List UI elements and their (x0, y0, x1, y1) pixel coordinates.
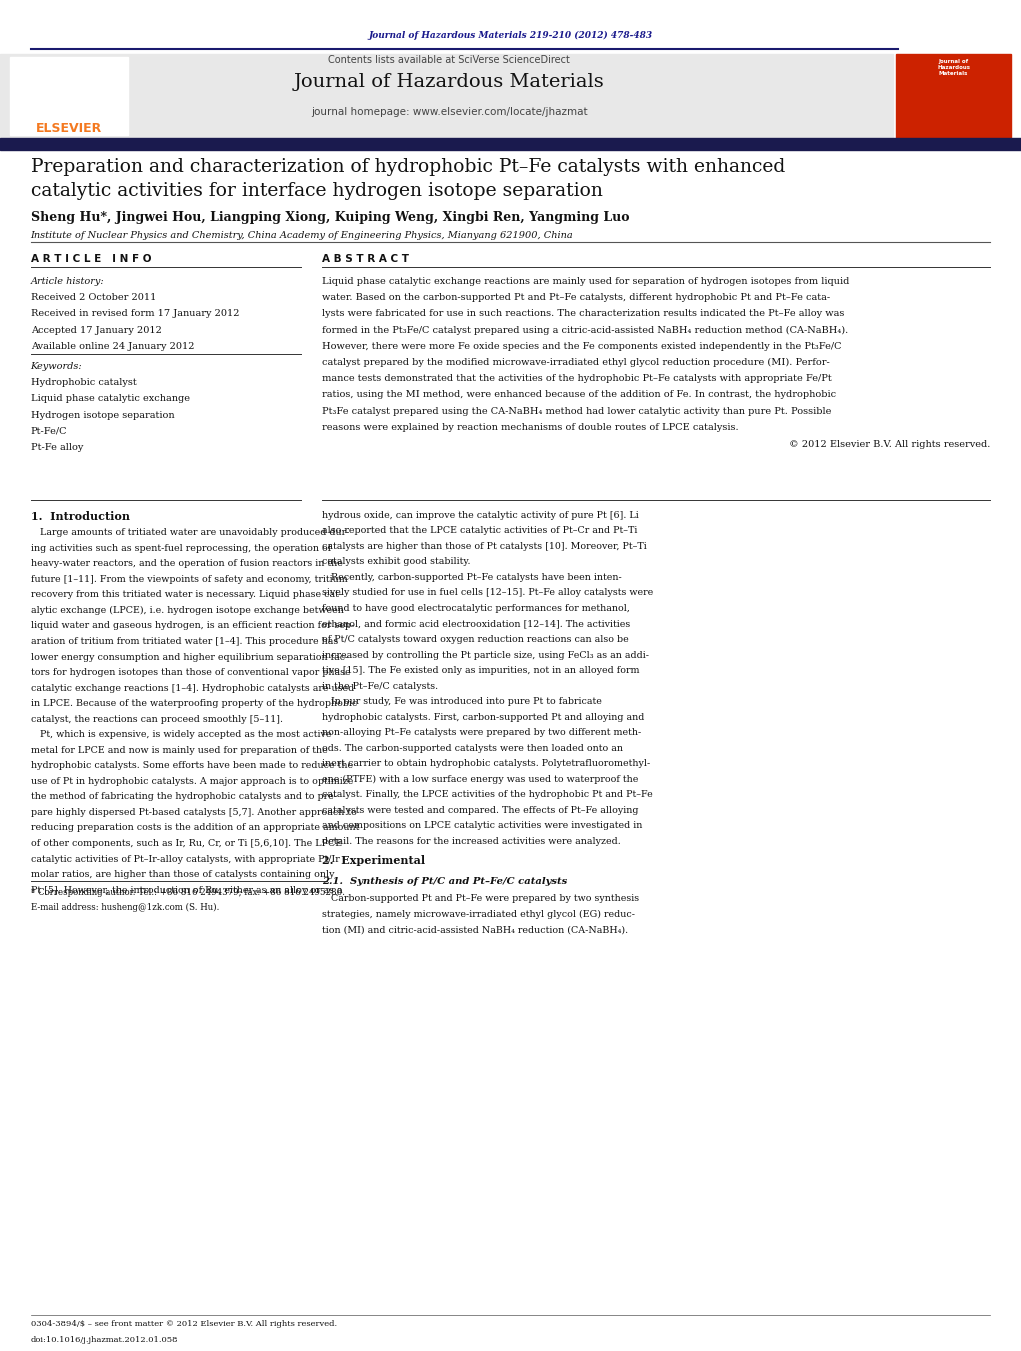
Text: * Corresponding author. Tel.: +86 816 2494379; fax: +86 816 2495280.: * Corresponding author. Tel.: +86 816 24… (31, 888, 345, 897)
Bar (0, 138, 1021, 150)
Text: metal for LPCE and now is mainly used for preparation of the: metal for LPCE and now is mainly used fo… (31, 746, 328, 755)
Text: catalysts exhibit good stability.: catalysts exhibit good stability. (322, 557, 470, 566)
Text: Article history:: Article history: (31, 277, 104, 286)
Text: Received in revised form 17 January 2012: Received in revised form 17 January 2012 (31, 309, 239, 319)
Text: Pt₃Fe catalyst prepared using the CA-NaBH₄ method had lower catalytic activity t: Pt₃Fe catalyst prepared using the CA-NaB… (322, 407, 831, 416)
Text: strategies, namely microwave-irradiated ethyl glycol (EG) reduc-: strategies, namely microwave-irradiated … (322, 909, 635, 919)
Text: Pt-Fe/C: Pt-Fe/C (31, 427, 67, 436)
Text: aration of tritium from tritiated water [1–4]. This procedure has: aration of tritium from tritiated water … (31, 636, 338, 646)
Text: Sheng Hu*, Jingwei Hou, Liangping Xiong, Kuiping Weng, Xingbi Ren, Yangming Luo: Sheng Hu*, Jingwei Hou, Liangping Xiong,… (31, 211, 629, 224)
Text: tors for hydrogen isotopes than those of conventional vapor phase: tors for hydrogen isotopes than those of… (31, 667, 350, 677)
Text: Hydrophobic catalyst: Hydrophobic catalyst (31, 378, 137, 388)
Text: sively studied for use in fuel cells [12–15]. Pt–Fe alloy catalysts were: sively studied for use in fuel cells [12… (322, 588, 652, 597)
Text: Received 2 October 2011: Received 2 October 2011 (31, 293, 156, 303)
Text: 1.  Introduction: 1. Introduction (31, 511, 130, 521)
Text: inert carrier to obtain hydrophobic catalysts. Polytetrafluoromethyl-: inert carrier to obtain hydrophobic cata… (322, 759, 649, 769)
Text: E-mail address: husheng@1zk.com (S. Hu).: E-mail address: husheng@1zk.com (S. Hu). (31, 902, 220, 912)
Text: found to have good electrocatalytic performances for methanol,: found to have good electrocatalytic perf… (322, 604, 630, 613)
Text: future [1–11]. From the viewpoints of safety and economy, tritium: future [1–11]. From the viewpoints of sa… (31, 574, 347, 584)
Text: lysts were fabricated for use in such reactions. The characterization results in: lysts were fabricated for use in such re… (322, 309, 844, 319)
Text: catalysts are higher than those of Pt catalysts [10]. Moreover, Pt–Ti: catalysts are higher than those of Pt ca… (322, 542, 646, 551)
Text: However, there were more Fe oxide species and the Fe components existed independ: However, there were more Fe oxide specie… (322, 342, 841, 351)
Text: Pt [5]. However, the introduction of Ru, either as an alloy or as a: Pt [5]. However, the introduction of Ru,… (31, 885, 342, 894)
Text: catalytic exchange reactions [1–4]. Hydrophobic catalysts are used: catalytic exchange reactions [1–4]. Hydr… (31, 684, 354, 693)
Text: use of Pt in hydrophobic catalysts. A major approach is to optimize: use of Pt in hydrophobic catalysts. A ma… (31, 777, 353, 786)
Text: lower energy consumption and higher equilibrium separation fac-: lower energy consumption and higher equi… (31, 653, 348, 662)
Text: Journal of Hazardous Materials 219-210 (2012) 478-483: Journal of Hazardous Materials 219-210 (… (369, 31, 652, 41)
Text: ethanol, and formic acid electrooxidation [12–14]. The activities: ethanol, and formic acid electrooxidatio… (322, 619, 630, 628)
Text: ratios, using the MI method, were enhanced because of the addition of Fe. In con: ratios, using the MI method, were enhanc… (322, 390, 836, 400)
Text: Pt, which is expensive, is widely accepted as the most active: Pt, which is expensive, is widely accept… (31, 730, 331, 739)
Text: catalysts were tested and compared. The effects of Pt–Fe alloying: catalysts were tested and compared. The … (322, 805, 638, 815)
Text: tion (MI) and citric-acid-assisted NaBH₄ reduction (CA-NaBH₄).: tion (MI) and citric-acid-assisted NaBH₄… (322, 925, 628, 935)
Text: Contents lists available at SciVerse ScienceDirect: Contents lists available at SciVerse Sci… (329, 55, 570, 65)
Bar (10, 57, 128, 135)
Text: Preparation and characterization of hydrophobic Pt–Fe catalysts with enhanced: Preparation and characterization of hydr… (31, 158, 785, 176)
Text: heavy-water reactors, and the operation of fusion reactors in the: heavy-water reactors, and the operation … (31, 559, 342, 569)
Text: Available online 24 January 2012: Available online 24 January 2012 (31, 342, 194, 351)
Text: Recently, carbon-supported Pt–Fe catalysts have been inten-: Recently, carbon-supported Pt–Fe catalys… (322, 573, 622, 582)
Text: tive [15]. The Fe existed only as impurities, not in an alloyed form: tive [15]. The Fe existed only as impuri… (322, 666, 639, 676)
Text: of other components, such as Ir, Ru, Cr, or Ti [5,6,10]. The LPCE: of other components, such as Ir, Ru, Cr,… (31, 839, 342, 848)
Text: doi:10.1016/j.jhazmat.2012.01.058: doi:10.1016/j.jhazmat.2012.01.058 (31, 1336, 178, 1344)
Text: ELSEVIER: ELSEVIER (37, 122, 102, 135)
Text: and compositions on LPCE catalytic activities were investigated in: and compositions on LPCE catalytic activ… (322, 821, 642, 831)
Text: formed in the Pt₃Fe/C catalyst prepared using a citric-acid-assisted NaBH₄ reduc: formed in the Pt₃Fe/C catalyst prepared … (322, 326, 847, 335)
Bar (0, 54, 893, 139)
Text: A R T I C L E   I N F O: A R T I C L E I N F O (31, 254, 151, 263)
Text: ing activities such as spent-fuel reprocessing, the operation of: ing activities such as spent-fuel reproc… (31, 543, 331, 553)
Text: Pt-Fe alloy: Pt-Fe alloy (31, 443, 83, 453)
Text: Journal of
Hazardous
Materials: Journal of Hazardous Materials (937, 59, 970, 76)
Text: also reported that the LPCE catalytic activities of Pt–Cr and Pt–Ti: also reported that the LPCE catalytic ac… (322, 526, 637, 535)
Text: Liquid phase catalytic exchange: Liquid phase catalytic exchange (31, 394, 190, 404)
Text: molar ratios, are higher than those of catalysts containing only: molar ratios, are higher than those of c… (31, 870, 334, 880)
Text: of Pt/C catalysts toward oxygen reduction reactions can also be: of Pt/C catalysts toward oxygen reductio… (322, 635, 628, 644)
Text: reducing preparation costs is the addition of an appropriate amount: reducing preparation costs is the additi… (31, 823, 359, 832)
Text: Large amounts of tritiated water are unavoidably produced dur-: Large amounts of tritiated water are una… (31, 528, 349, 538)
Text: increased by controlling the Pt particle size, using FeCl₃ as an addi-: increased by controlling the Pt particle… (322, 650, 648, 659)
Text: mance tests demonstrated that the activities of the hydrophobic Pt–Fe catalysts : mance tests demonstrated that the activi… (322, 374, 831, 384)
Text: catalytic activities for interface hydrogen isotope separation: catalytic activities for interface hydro… (31, 182, 602, 200)
Text: water. Based on the carbon-supported Pt and Pt–Fe catalysts, different hydrophob: water. Based on the carbon-supported Pt … (322, 293, 830, 303)
Text: 0304-3894/$ – see front matter © 2012 Elsevier B.V. All rights reserved.: 0304-3894/$ – see front matter © 2012 El… (31, 1320, 337, 1328)
Text: catalyst. Finally, the LPCE activities of the hydrophobic Pt and Pt–Fe: catalyst. Finally, the LPCE activities o… (322, 790, 652, 800)
Text: pare highly dispersed Pt-based catalysts [5,7]. Another approach to: pare highly dispersed Pt-based catalysts… (31, 808, 356, 817)
Text: hydrophobic catalysts. First, carbon-supported Pt and alloying and: hydrophobic catalysts. First, carbon-sup… (322, 712, 644, 721)
Text: In our study, Fe was introduced into pure Pt to fabricate: In our study, Fe was introduced into pur… (322, 697, 601, 707)
Text: Liquid phase catalytic exchange reactions are mainly used for separation of hydr: Liquid phase catalytic exchange reaction… (322, 277, 849, 286)
Text: catalyst prepared by the modified microwave-irradiated ethyl glycol reduction pr: catalyst prepared by the modified microw… (322, 358, 829, 367)
Text: 2.  Experimental: 2. Experimental (322, 855, 425, 866)
Text: Carbon-supported Pt and Pt–Fe were prepared by two synthesis: Carbon-supported Pt and Pt–Fe were prepa… (322, 894, 639, 904)
Text: © 2012 Elsevier B.V. All rights reserved.: © 2012 Elsevier B.V. All rights reserved… (789, 440, 990, 450)
Text: hydrous oxide, can improve the catalytic activity of pure Pt [6]. Li: hydrous oxide, can improve the catalytic… (322, 511, 638, 520)
Text: in LPCE. Because of the waterproofing property of the hydrophobic: in LPCE. Because of the waterproofing pr… (31, 698, 357, 708)
Text: ods. The carbon-supported catalysts were then loaded onto an: ods. The carbon-supported catalysts were… (322, 743, 623, 753)
Text: catalytic activities of Pt–Ir-alloy catalysts, with appropriate Pt/Ir: catalytic activities of Pt–Ir-alloy cata… (31, 854, 339, 863)
Text: 2.1.  Synthesis of Pt/C and Pt–Fe/C catalysts: 2.1. Synthesis of Pt/C and Pt–Fe/C catal… (322, 877, 567, 886)
Text: non-alloying Pt–Fe catalysts were prepared by two different meth-: non-alloying Pt–Fe catalysts were prepar… (322, 728, 641, 738)
Text: alytic exchange (LPCE), i.e. hydrogen isotope exchange between: alytic exchange (LPCE), i.e. hydrogen is… (31, 605, 343, 615)
Text: detail. The reasons for the increased activities were analyzed.: detail. The reasons for the increased ac… (322, 836, 621, 846)
Text: catalyst, the reactions can proceed smoothly [5–11].: catalyst, the reactions can proceed smoo… (31, 715, 283, 724)
Text: Hydrogen isotope separation: Hydrogen isotope separation (31, 411, 175, 420)
Text: A B S T R A C T: A B S T R A C T (322, 254, 408, 263)
Text: Keywords:: Keywords: (31, 362, 83, 372)
Text: Institute of Nuclear Physics and Chemistry, China Academy of Engineering Physics: Institute of Nuclear Physics and Chemist… (31, 231, 574, 240)
Text: hydrophobic catalysts. Some efforts have been made to reduce the: hydrophobic catalysts. Some efforts have… (31, 761, 352, 770)
Text: reasons were explained by reaction mechanisms of double routes of LPCE catalysis: reasons were explained by reaction mecha… (322, 423, 738, 432)
Text: journal homepage: www.elsevier.com/locate/jhazmat: journal homepage: www.elsevier.com/locat… (311, 107, 587, 116)
Text: the method of fabricating the hydrophobic catalysts and to pre-: the method of fabricating the hydrophobi… (31, 792, 337, 801)
Text: in the Pt–Fe/C catalysts.: in the Pt–Fe/C catalysts. (322, 681, 438, 690)
Bar (896, 54, 1011, 139)
Text: ene (PTFE) with a low surface energy was used to waterproof the: ene (PTFE) with a low surface energy was… (322, 774, 638, 784)
Text: Journal of Hazardous Materials: Journal of Hazardous Materials (294, 73, 604, 91)
Text: liquid water and gaseous hydrogen, is an efficient reaction for sep-: liquid water and gaseous hydrogen, is an… (31, 621, 354, 631)
Text: Accepted 17 January 2012: Accepted 17 January 2012 (31, 326, 161, 335)
Text: recovery from this tritiated water is necessary. Liquid phase cat-: recovery from this tritiated water is ne… (31, 590, 342, 600)
